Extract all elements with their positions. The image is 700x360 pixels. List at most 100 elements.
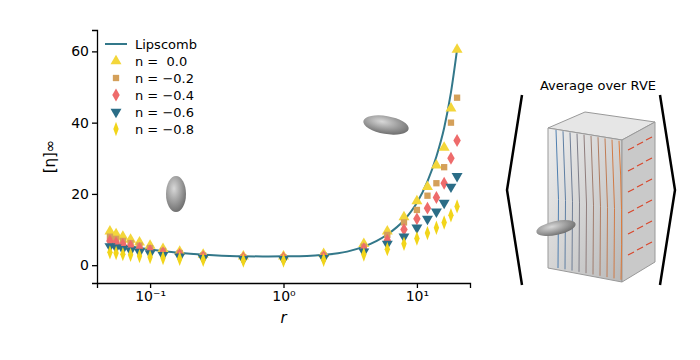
y-tick-mark (92, 51, 97, 52)
legend-label: n = −0.4 (135, 88, 194, 103)
data-point (361, 247, 366, 261)
y-axis-line (92, 31, 98, 284)
y-tick-label: 0 (80, 257, 89, 273)
cube-arrow (637, 226, 643, 229)
cube-arrow (637, 184, 643, 187)
cube-arrow (646, 179, 652, 182)
angle-bracket (507, 95, 522, 285)
cube-streak (584, 135, 587, 273)
data-point (454, 199, 459, 213)
data-point (433, 191, 440, 204)
data-point (414, 231, 419, 245)
data-point (425, 226, 430, 240)
data-point (448, 208, 453, 222)
data-point (128, 248, 133, 262)
plot-area (104, 43, 462, 267)
data-point (447, 152, 454, 165)
legend-entry: n = −0.8 (113, 122, 194, 137)
data-point (439, 200, 450, 209)
cube-streak (598, 137, 601, 276)
cube-arrow (628, 147, 634, 150)
legend-marker (113, 75, 119, 81)
y-tick: 40 (71, 115, 97, 131)
legend-marker (111, 55, 122, 64)
legend-entry: n = −0.2 (113, 71, 194, 86)
data-point (424, 202, 431, 215)
cube-streak (591, 136, 594, 275)
cube-arrow (646, 221, 652, 224)
x-axis-title: r (280, 309, 287, 327)
cube-face (622, 122, 655, 282)
data-point (160, 251, 165, 265)
legend-entry: n = −0.4 (112, 88, 194, 103)
cube-streak (577, 134, 580, 272)
y-tick: 0 (80, 257, 97, 273)
y-tick-label: 60 (71, 43, 89, 59)
data-point (414, 207, 420, 213)
data-point (452, 173, 463, 182)
data-point (422, 216, 433, 225)
legend-label: n = 0.0 (135, 54, 187, 69)
data-point (431, 209, 442, 218)
data-point (281, 253, 286, 267)
legend-entry: n = −0.6 (111, 105, 194, 120)
cube-streak (619, 141, 622, 280)
data-point (147, 250, 152, 264)
x-tick: 10⁻¹ (135, 283, 166, 304)
cube-arrow (646, 158, 652, 161)
data-point (385, 242, 390, 256)
x-tick-label: 10¹ (406, 288, 429, 304)
data-point (441, 215, 446, 229)
data-point (107, 245, 112, 259)
data-point (453, 134, 460, 147)
data-point (321, 253, 326, 267)
data-point (431, 159, 442, 168)
y-axis-title: [η]∞ (41, 140, 59, 174)
y-tick-mark (92, 194, 97, 195)
x-tick-label: 10⁰ (272, 288, 296, 304)
ellipsoid-icon (362, 112, 410, 138)
y-tick-label: 20 (71, 186, 89, 202)
cube-arrow (628, 231, 634, 234)
cube-arrow (637, 163, 643, 166)
data-point (177, 252, 182, 266)
data-point (137, 249, 142, 263)
data-point (413, 212, 420, 225)
data-point (452, 43, 463, 52)
legend-label: n = −0.8 (135, 122, 194, 137)
data-point (434, 221, 439, 235)
data-point (399, 211, 410, 220)
y-axis: 0 20 40 60 (71, 31, 97, 284)
y-tick-mark (92, 122, 97, 123)
data-point (433, 180, 439, 186)
cube-streak (563, 131, 566, 269)
cube-arrow (646, 200, 652, 203)
data-point (448, 119, 454, 125)
cube-arrow (646, 242, 652, 245)
data-point (445, 184, 456, 193)
data-point (120, 247, 125, 261)
data-point (439, 141, 450, 150)
data-point (440, 177, 447, 190)
data-point (422, 180, 433, 189)
cube-arrow (646, 137, 652, 140)
y-tick: 20 (71, 186, 97, 202)
cube-streak (570, 132, 573, 270)
legend-marker (111, 109, 122, 118)
cube-streak (612, 140, 615, 279)
cube-streak (556, 130, 559, 268)
cube-arrow (628, 168, 634, 171)
legend-label: n = −0.2 (135, 71, 194, 86)
data-point (411, 195, 422, 204)
cube-arrow (637, 247, 643, 250)
cube-arrow (637, 205, 643, 208)
data-point (200, 253, 205, 267)
chart: 10⁻¹10⁰10¹0204060r[η]∞Lipscombn = 0.0n =… (0, 0, 700, 360)
legend-marker (112, 89, 119, 102)
y-tick-label: 40 (71, 115, 89, 131)
legend-line (105, 43, 127, 45)
x-tick-label: 10⁻¹ (135, 288, 166, 304)
data-point (441, 164, 447, 170)
cube-arrow (628, 252, 634, 255)
x-tick: 10¹ (406, 283, 429, 304)
